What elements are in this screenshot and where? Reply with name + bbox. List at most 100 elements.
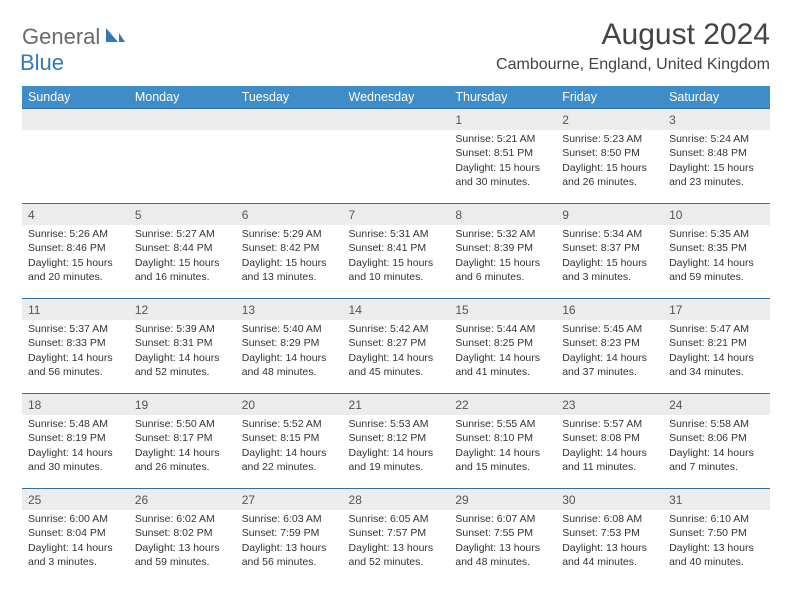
daylight-line: Daylight: 13 hours and 40 minutes. bbox=[669, 541, 764, 569]
sunset-line: Sunset: 8:25 PM bbox=[455, 336, 550, 350]
sunset-line: Sunset: 8:31 PM bbox=[135, 336, 230, 350]
calendar-day-cell bbox=[343, 109, 450, 204]
day-data: Sunrise: 6:00 AMSunset: 8:04 PMDaylight:… bbox=[22, 510, 129, 573]
day-number: 27 bbox=[236, 489, 343, 510]
day-data: Sunrise: 5:50 AMSunset: 8:17 PMDaylight:… bbox=[129, 415, 236, 478]
daylight-line: Daylight: 14 hours and 45 minutes. bbox=[349, 351, 444, 379]
logo-text-blue: Blue bbox=[20, 50, 64, 75]
sunset-line: Sunset: 7:57 PM bbox=[349, 526, 444, 540]
day-number: 21 bbox=[343, 394, 450, 415]
day-number: 26 bbox=[129, 489, 236, 510]
calendar-day-cell: 21Sunrise: 5:53 AMSunset: 8:12 PMDayligh… bbox=[343, 394, 450, 489]
daylight-line: Daylight: 14 hours and 48 minutes. bbox=[242, 351, 337, 379]
calendar-day-cell: 13Sunrise: 5:40 AMSunset: 8:29 PMDayligh… bbox=[236, 299, 343, 394]
sunset-line: Sunset: 8:21 PM bbox=[669, 336, 764, 350]
sunset-line: Sunset: 8:06 PM bbox=[669, 431, 764, 445]
sunset-line: Sunset: 8:08 PM bbox=[562, 431, 657, 445]
daylight-line: Daylight: 15 hours and 20 minutes. bbox=[28, 256, 123, 284]
day-data: Sunrise: 5:26 AMSunset: 8:46 PMDaylight:… bbox=[22, 225, 129, 288]
day-number: 5 bbox=[129, 204, 236, 225]
sunrise-line: Sunrise: 5:27 AM bbox=[135, 227, 230, 241]
title-block: August 2024 Cambourne, England, United K… bbox=[496, 18, 770, 74]
sunrise-line: Sunrise: 5:26 AM bbox=[28, 227, 123, 241]
calendar-week-row: 25Sunrise: 6:00 AMSunset: 8:04 PMDayligh… bbox=[22, 489, 770, 584]
calendar-day-cell: 5Sunrise: 5:27 AMSunset: 8:44 PMDaylight… bbox=[129, 204, 236, 299]
sunrise-line: Sunrise: 5:31 AM bbox=[349, 227, 444, 241]
day-data: Sunrise: 5:34 AMSunset: 8:37 PMDaylight:… bbox=[556, 225, 663, 288]
day-data: Sunrise: 5:23 AMSunset: 8:50 PMDaylight:… bbox=[556, 130, 663, 193]
day-number: 9 bbox=[556, 204, 663, 225]
logo-sail-icon bbox=[104, 26, 126, 49]
daylight-line: Daylight: 13 hours and 52 minutes. bbox=[349, 541, 444, 569]
day-number: 28 bbox=[343, 489, 450, 510]
day-number: 14 bbox=[343, 299, 450, 320]
day-number: 24 bbox=[663, 394, 770, 415]
calendar-day-cell: 14Sunrise: 5:42 AMSunset: 8:27 PMDayligh… bbox=[343, 299, 450, 394]
empty-day bbox=[343, 109, 450, 130]
sunrise-line: Sunrise: 5:57 AM bbox=[562, 417, 657, 431]
calendar-day-cell: 15Sunrise: 5:44 AMSunset: 8:25 PMDayligh… bbox=[449, 299, 556, 394]
calendar-day-cell: 18Sunrise: 5:48 AMSunset: 8:19 PMDayligh… bbox=[22, 394, 129, 489]
calendar-day-cell: 24Sunrise: 5:58 AMSunset: 8:06 PMDayligh… bbox=[663, 394, 770, 489]
day-data: Sunrise: 5:27 AMSunset: 8:44 PMDaylight:… bbox=[129, 225, 236, 288]
sunrise-line: Sunrise: 6:03 AM bbox=[242, 512, 337, 526]
calendar-day-cell bbox=[236, 109, 343, 204]
calendar-day-cell: 28Sunrise: 6:05 AMSunset: 7:57 PMDayligh… bbox=[343, 489, 450, 584]
calendar-day-cell: 22Sunrise: 5:55 AMSunset: 8:10 PMDayligh… bbox=[449, 394, 556, 489]
sunrise-line: Sunrise: 6:05 AM bbox=[349, 512, 444, 526]
day-number: 20 bbox=[236, 394, 343, 415]
sunrise-line: Sunrise: 5:52 AM bbox=[242, 417, 337, 431]
day-number: 6 bbox=[236, 204, 343, 225]
sunset-line: Sunset: 8:39 PM bbox=[455, 241, 550, 255]
weekday-header: Thursday bbox=[449, 86, 556, 109]
sunrise-line: Sunrise: 6:02 AM bbox=[135, 512, 230, 526]
daylight-line: Daylight: 13 hours and 44 minutes. bbox=[562, 541, 657, 569]
sunset-line: Sunset: 8:35 PM bbox=[669, 241, 764, 255]
sunrise-line: Sunrise: 5:45 AM bbox=[562, 322, 657, 336]
sunrise-line: Sunrise: 5:29 AM bbox=[242, 227, 337, 241]
day-data: Sunrise: 5:31 AMSunset: 8:41 PMDaylight:… bbox=[343, 225, 450, 288]
daylight-line: Daylight: 14 hours and 11 minutes. bbox=[562, 446, 657, 474]
page-title: August 2024 bbox=[496, 18, 770, 52]
sunset-line: Sunset: 8:46 PM bbox=[28, 241, 123, 255]
sunset-line: Sunset: 8:50 PM bbox=[562, 146, 657, 160]
daylight-line: Daylight: 15 hours and 10 minutes. bbox=[349, 256, 444, 284]
weekday-header: Saturday bbox=[663, 86, 770, 109]
sunset-line: Sunset: 8:23 PM bbox=[562, 336, 657, 350]
sunset-line: Sunset: 8:12 PM bbox=[349, 431, 444, 445]
day-data: Sunrise: 6:02 AMSunset: 8:02 PMDaylight:… bbox=[129, 510, 236, 573]
day-number: 23 bbox=[556, 394, 663, 415]
day-data: Sunrise: 5:44 AMSunset: 8:25 PMDaylight:… bbox=[449, 320, 556, 383]
sunrise-line: Sunrise: 5:40 AM bbox=[242, 322, 337, 336]
daylight-line: Daylight: 14 hours and 26 minutes. bbox=[135, 446, 230, 474]
daylight-line: Daylight: 15 hours and 13 minutes. bbox=[242, 256, 337, 284]
weekday-header: Friday bbox=[556, 86, 663, 109]
calendar-week-row: 18Sunrise: 5:48 AMSunset: 8:19 PMDayligh… bbox=[22, 394, 770, 489]
day-number: 8 bbox=[449, 204, 556, 225]
logo: General Blue bbox=[22, 24, 126, 76]
day-data: Sunrise: 5:48 AMSunset: 8:19 PMDaylight:… bbox=[22, 415, 129, 478]
daylight-line: Daylight: 14 hours and 19 minutes. bbox=[349, 446, 444, 474]
sunset-line: Sunset: 8:29 PM bbox=[242, 336, 337, 350]
weekday-header: Sunday bbox=[22, 86, 129, 109]
calendar-day-cell: 19Sunrise: 5:50 AMSunset: 8:17 PMDayligh… bbox=[129, 394, 236, 489]
daylight-line: Daylight: 14 hours and 59 minutes. bbox=[669, 256, 764, 284]
day-data: Sunrise: 6:05 AMSunset: 7:57 PMDaylight:… bbox=[343, 510, 450, 573]
calendar-day-cell: 17Sunrise: 5:47 AMSunset: 8:21 PMDayligh… bbox=[663, 299, 770, 394]
sunrise-line: Sunrise: 5:21 AM bbox=[455, 132, 550, 146]
day-number: 10 bbox=[663, 204, 770, 225]
calendar-day-cell: 16Sunrise: 5:45 AMSunset: 8:23 PMDayligh… bbox=[556, 299, 663, 394]
daylight-line: Daylight: 13 hours and 48 minutes. bbox=[455, 541, 550, 569]
daylight-line: Daylight: 15 hours and 6 minutes. bbox=[455, 256, 550, 284]
calendar-table: SundayMondayTuesdayWednesdayThursdayFrid… bbox=[22, 86, 770, 584]
day-number: 4 bbox=[22, 204, 129, 225]
weekday-header: Monday bbox=[129, 86, 236, 109]
location-subtitle: Cambourne, England, United Kingdom bbox=[496, 56, 770, 74]
day-number: 15 bbox=[449, 299, 556, 320]
daylight-line: Daylight: 14 hours and 34 minutes. bbox=[669, 351, 764, 379]
sunrise-line: Sunrise: 5:58 AM bbox=[669, 417, 764, 431]
daylight-line: Daylight: 15 hours and 26 minutes. bbox=[562, 161, 657, 189]
sunset-line: Sunset: 7:53 PM bbox=[562, 526, 657, 540]
sunrise-line: Sunrise: 5:42 AM bbox=[349, 322, 444, 336]
calendar-day-cell: 7Sunrise: 5:31 AMSunset: 8:41 PMDaylight… bbox=[343, 204, 450, 299]
